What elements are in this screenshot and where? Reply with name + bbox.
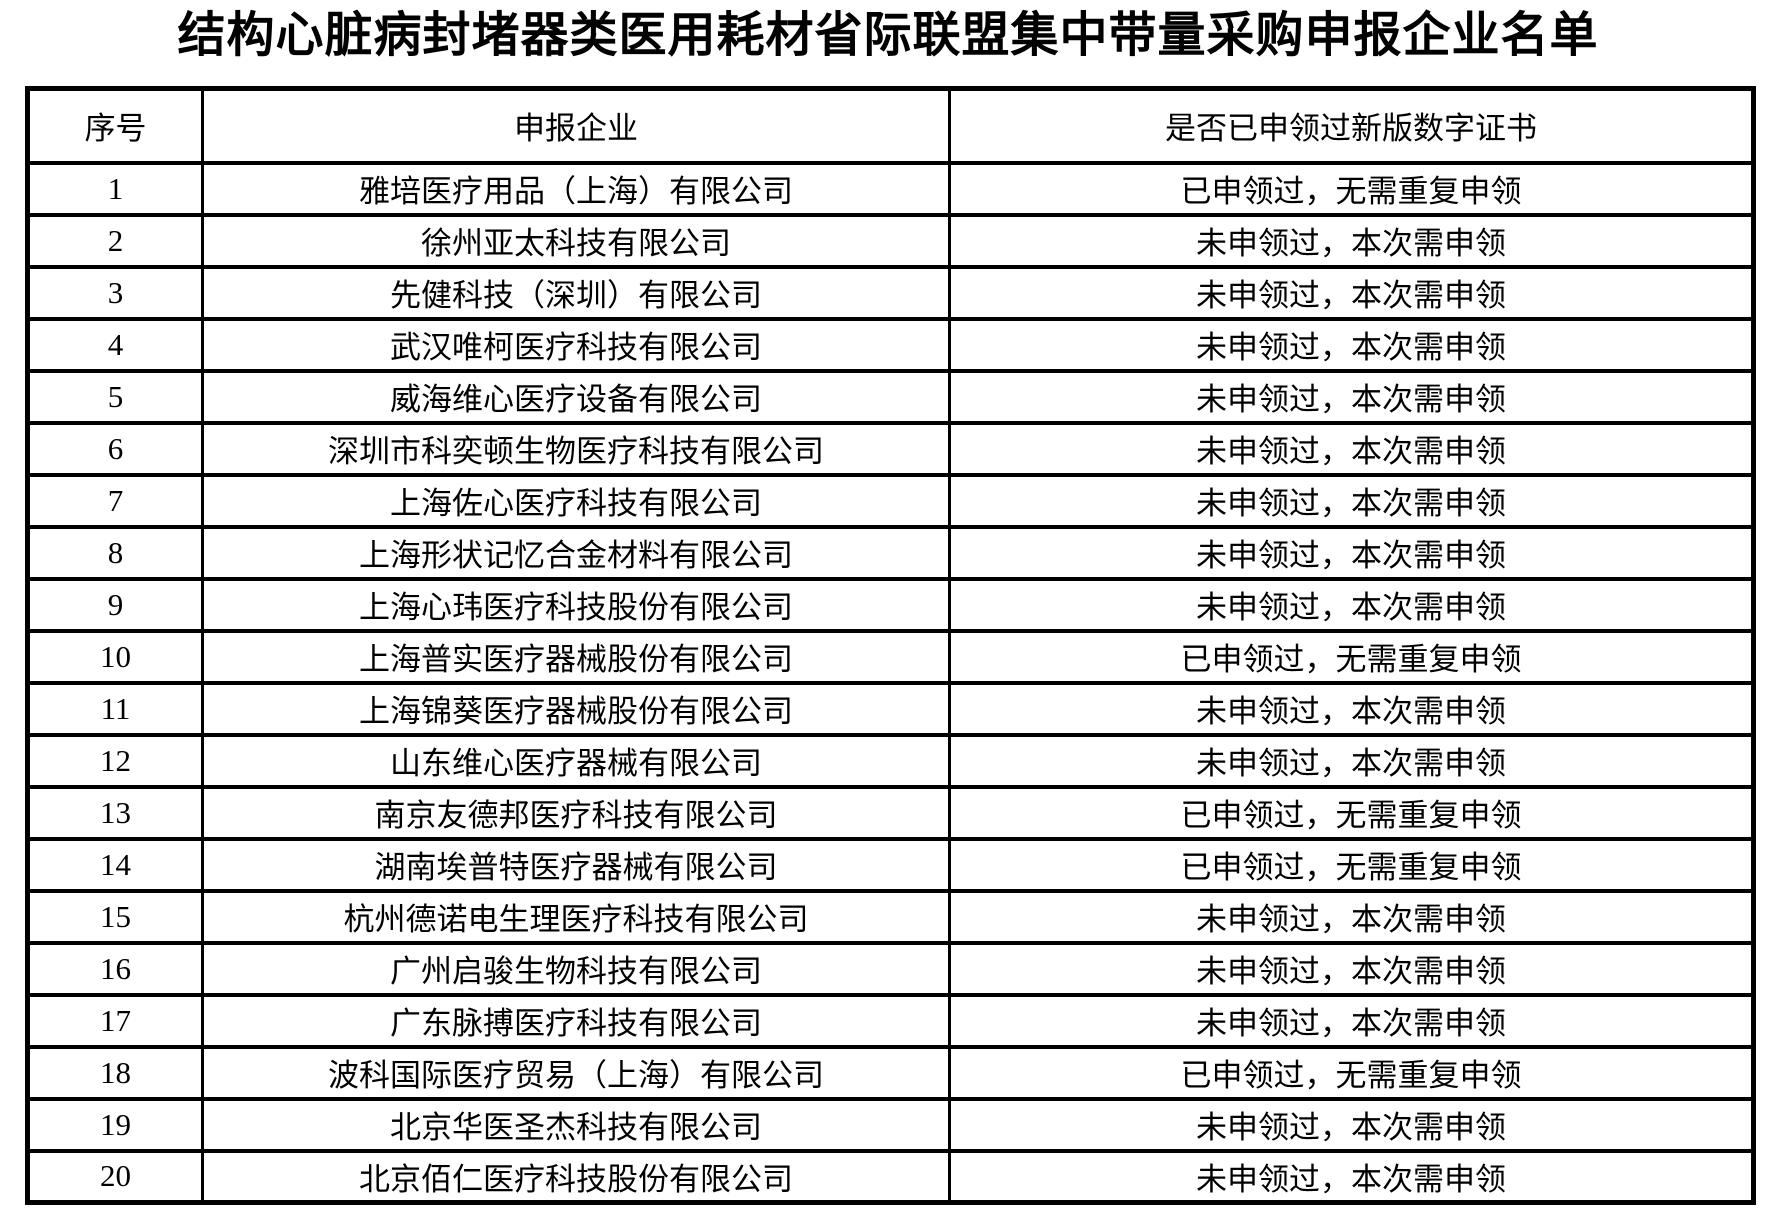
table-row: 1 雅培医疗用品（上海）有限公司 已申领过，无需重复申领 (26, 160, 1755, 217)
row-index-cell: 8 (26, 524, 204, 581)
table-row: 15 杭州德诺电生理医疗科技有限公司 未申领过，本次需申领 (26, 888, 1755, 945)
table-row: 3 先健科技（深圳）有限公司 未申领过，本次需申领 (26, 264, 1755, 321)
row-index-cell: 17 (26, 992, 204, 1049)
company-name-cell: 上海锦葵医疗器械股份有限公司 (201, 680, 951, 737)
row-index-cell: 2 (26, 212, 204, 269)
cert-status-cell: 未申领过，本次需申领 (948, 888, 1755, 945)
table-row: 9 上海心玮医疗科技股份有限公司 未申领过，本次需申领 (26, 576, 1755, 633)
cert-status-cell: 未申领过，本次需申领 (948, 420, 1755, 477)
table-row: 17 广东脉搏医疗科技有限公司 未申领过，本次需申领 (26, 992, 1755, 1049)
table-row: 12 山东维心医疗器械有限公司 未申领过，本次需申领 (26, 732, 1755, 789)
cert-status-cell: 未申领过，本次需申领 (948, 1148, 1755, 1205)
table-row: 19 北京华医圣杰科技有限公司 未申领过，本次需申领 (26, 1096, 1755, 1153)
cert-status-cell: 未申领过，本次需申领 (948, 472, 1755, 529)
company-name-cell: 北京佰仁医疗科技股份有限公司 (201, 1148, 951, 1205)
company-name-cell: 山东维心医疗器械有限公司 (201, 732, 951, 789)
row-index-cell: 14 (26, 836, 204, 893)
row-index-cell: 10 (26, 628, 204, 685)
company-name-cell: 广东脉搏医疗科技有限公司 (201, 992, 951, 1049)
company-name-cell: 波科国际医疗贸易（上海）有限公司 (201, 1044, 951, 1101)
table-row: 18 波科国际医疗贸易（上海）有限公司 已申领过，无需重复申领 (26, 1044, 1755, 1101)
cert-status-cell: 已申领过，无需重复申领 (948, 836, 1755, 893)
cert-status-cell: 未申领过，本次需申领 (948, 316, 1755, 373)
table-row: 20 北京佰仁医疗科技股份有限公司 未申领过，本次需申领 (26, 1148, 1755, 1205)
row-index-cell: 11 (26, 680, 204, 737)
cert-status-cell: 未申领过，本次需申领 (948, 576, 1755, 633)
cert-status-cell: 未申领过，本次需申领 (948, 264, 1755, 321)
col-header-certificate: 是否已申领过新版数字证书 (948, 86, 1755, 165)
table-row: 2 徐州亚太科技有限公司 未申领过，本次需申领 (26, 212, 1755, 269)
table-row: 10 上海普实医疗器械股份有限公司 已申领过，无需重复申领 (26, 628, 1755, 685)
company-name-cell: 上海佐心医疗科技有限公司 (201, 472, 951, 529)
company-name-cell: 上海心玮医疗科技股份有限公司 (201, 576, 951, 633)
company-name-cell: 深圳市科奕顿生物医疗科技有限公司 (201, 420, 951, 477)
table-row: 11 上海锦葵医疗器械股份有限公司 未申领过，本次需申领 (26, 680, 1755, 737)
company-name-cell: 杭州德诺电生理医疗科技有限公司 (201, 888, 951, 945)
table-row: 6 深圳市科奕顿生物医疗科技有限公司 未申领过，本次需申领 (26, 420, 1755, 477)
row-index-cell: 1 (26, 160, 204, 217)
table-row: 16 广州启骏生物科技有限公司 未申领过，本次需申领 (26, 940, 1755, 997)
table-body: 1 雅培医疗用品（上海）有限公司 已申领过，无需重复申领 2 徐州亚太科技有限公司 未申领… (26, 160, 1755, 1205)
row-index-cell: 19 (26, 1096, 204, 1153)
row-index-cell: 12 (26, 732, 204, 789)
company-name-cell: 上海普实医疗器械股份有限公司 (201, 628, 951, 685)
table-row: 13 南京友德邦医疗科技有限公司 已申领过，无需重复申领 (26, 784, 1755, 841)
row-index-cell: 9 (26, 576, 204, 633)
cert-status-cell: 未申领过，本次需申领 (948, 732, 1755, 789)
cert-status-cell: 未申领过，本次需申领 (948, 992, 1755, 1049)
row-index-cell: 18 (26, 1044, 204, 1101)
company-name-cell: 徐州亚太科技有限公司 (201, 212, 951, 269)
table-row: 4 武汉唯柯医疗科技有限公司 未申领过，本次需申领 (26, 316, 1755, 373)
cert-status-cell: 未申领过，本次需申领 (948, 524, 1755, 581)
company-name-cell: 雅培医疗用品（上海）有限公司 (201, 160, 951, 217)
cert-status-cell: 未申领过，本次需申领 (948, 680, 1755, 737)
cert-status-cell: 已申领过，无需重复申领 (948, 160, 1755, 217)
enterprise-roster-table: 序号 申报企业 是否已申领过新版数字证书 1 雅培医疗用品（上海）有限公司 已申领过… (25, 86, 1756, 1205)
cert-status-cell: 已申领过，无需重复申领 (948, 784, 1755, 841)
row-index-cell: 5 (26, 368, 204, 425)
table-row: 7 上海佐心医疗科技有限公司 未申领过，本次需申领 (26, 472, 1755, 529)
cert-status-cell: 已申领过，无需重复申领 (948, 628, 1755, 685)
cert-status-cell: 未申领过，本次需申领 (948, 212, 1755, 269)
page-title: 结构心脏病封堵器类医用耗材省际联盟集中带量采购申报企业名单 (177, 9, 1599, 62)
row-index-cell: 6 (26, 420, 204, 477)
table-row: 8 上海形状记忆合金材料有限公司 未申领过，本次需申领 (26, 524, 1755, 581)
company-name-cell: 南京友德邦医疗科技有限公司 (201, 784, 951, 841)
table-row: 5 威海维心医疗设备有限公司 未申领过，本次需申领 (26, 368, 1755, 425)
company-name-cell: 北京华医圣杰科技有限公司 (201, 1096, 951, 1153)
col-header-index: 序号 (26, 86, 204, 165)
row-index-cell: 4 (26, 316, 204, 373)
company-name-cell: 湖南埃普特医疗器械有限公司 (201, 836, 951, 893)
cert-status-cell: 未申领过，本次需申领 (948, 940, 1755, 997)
table-header: 序号 申报企业 是否已申领过新版数字证书 (26, 86, 1755, 165)
col-header-company: 申报企业 (201, 86, 951, 165)
document-page: 结构心脏病封堵器类医用耗材省际联盟集中带量采购申报企业名单 序号 申报企业 是否… (0, 6, 1776, 1224)
header-row: 序号 申报企业 是否已申领过新版数字证书 (26, 86, 1755, 165)
row-index-cell: 13 (26, 784, 204, 841)
company-name-cell: 广州启骏生物科技有限公司 (201, 940, 951, 997)
cert-status-cell: 未申领过，本次需申领 (948, 368, 1755, 425)
company-name-cell: 武汉唯柯医疗科技有限公司 (201, 316, 951, 373)
cert-status-cell: 已申领过，无需重复申领 (948, 1044, 1755, 1101)
cert-status-cell: 未申领过，本次需申领 (948, 1096, 1755, 1153)
row-index-cell: 15 (26, 888, 204, 945)
row-index-cell: 7 (26, 472, 204, 529)
company-name-cell: 上海形状记忆合金材料有限公司 (201, 524, 951, 581)
row-index-cell: 20 (26, 1148, 204, 1205)
row-index-cell: 16 (26, 940, 204, 997)
company-name-cell: 先健科技（深圳）有限公司 (201, 264, 951, 321)
row-index-cell: 3 (26, 264, 204, 321)
company-name-cell: 威海维心医疗设备有限公司 (201, 368, 951, 425)
table-row: 14 湖南埃普特医疗器械有限公司 已申领过，无需重复申领 (26, 836, 1755, 893)
